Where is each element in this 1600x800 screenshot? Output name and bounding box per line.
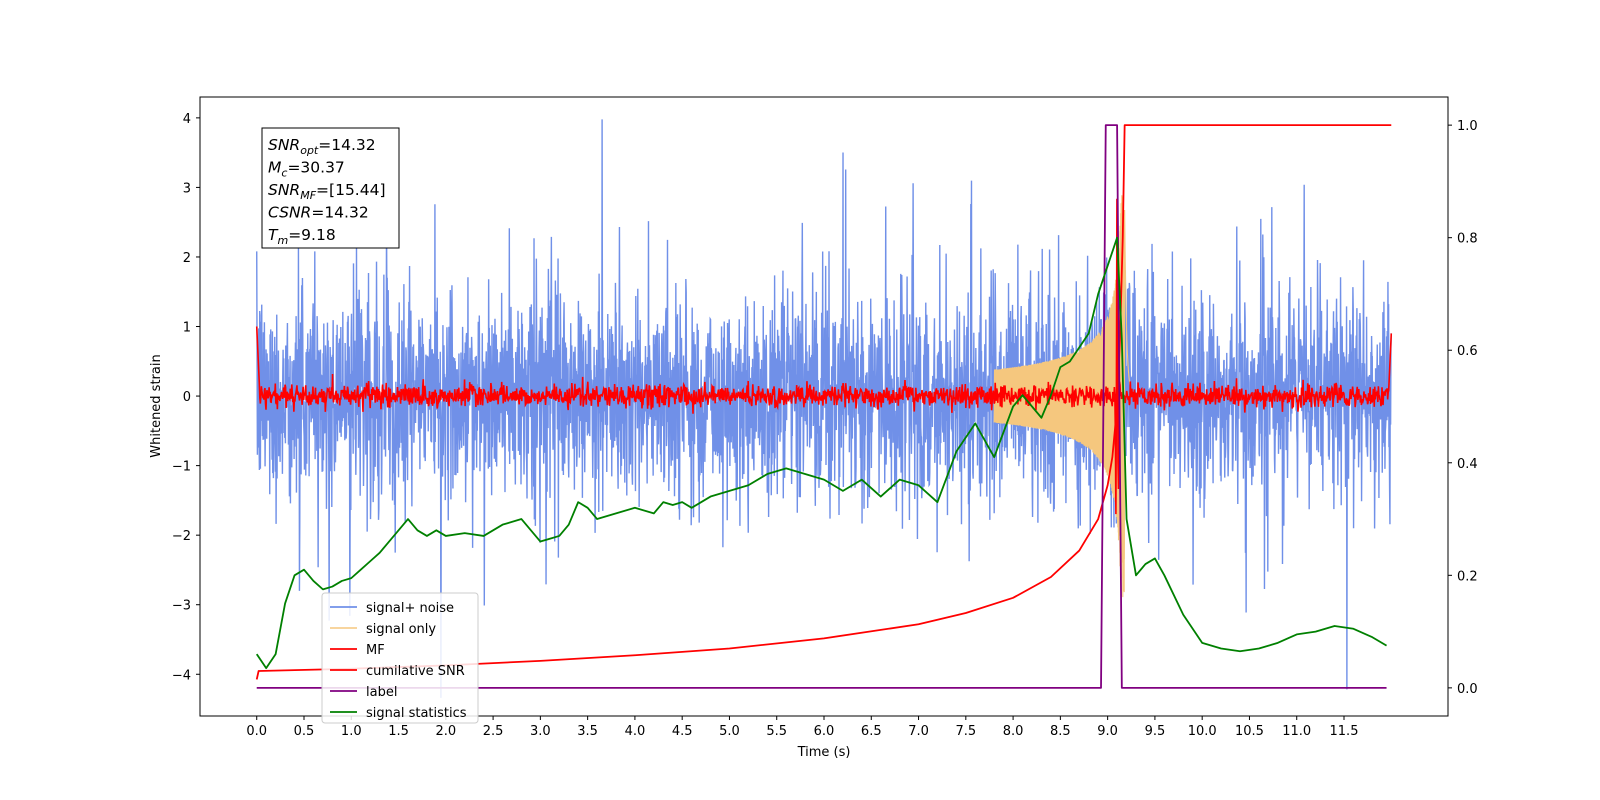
legend-entry: MF: [366, 643, 385, 658]
info-line: SNRMF=[15.44]: [268, 181, 386, 202]
x-tick-label: 5.5: [766, 724, 787, 739]
x-tick-label: 9.5: [1145, 724, 1166, 739]
y-axis-right: 0.0 0.2 0.4 0.6 0.8 1.0: [1448, 119, 1478, 697]
info-line: CSNR=14.32: [268, 204, 369, 222]
y2-tick-label: 0.0: [1457, 682, 1478, 697]
legend-entry: label: [366, 685, 397, 700]
x-tick-label: 7.0: [908, 724, 929, 739]
info-line: Mc=30.37: [268, 159, 345, 180]
legend-entry: signal only: [366, 622, 436, 637]
x-tick-label: 2.0: [435, 724, 456, 739]
y-axis-label: Whitened strain: [149, 354, 164, 457]
x-tick-label: 1.0: [341, 724, 362, 739]
x-axis: 0.0 0.5 1.0 1.5 2.0 2.5 3.0 3.5 4.0 4.5 5.0 5.5 6.0 6…: [246, 716, 1358, 739]
x-tick-label: 3.0: [530, 724, 551, 739]
x-tick-label: 4.5: [672, 724, 693, 739]
x-tick-label: 11.5: [1330, 724, 1359, 739]
y-axis-left: −4 −3 −2 −1 0 1 2 3 4: [172, 112, 200, 683]
x-tick-label: 4.0: [625, 724, 646, 739]
x-tick-label: 3.5: [577, 724, 598, 739]
series-signal-only: [993, 195, 1135, 598]
y2-tick-label: 0.8: [1457, 232, 1478, 247]
y-tick-label: 4: [183, 112, 191, 127]
info-line: Tm=9.18: [268, 226, 336, 247]
legend-entry: cumilative SNR: [366, 664, 465, 679]
y2-tick-label: 0.6: [1457, 344, 1478, 359]
series-signal-statistics: [255, 236, 1388, 670]
x-tick-label: 8.0: [1003, 724, 1024, 739]
y-tick-label: 0: [183, 390, 191, 405]
info-line: SNRopt=14.32: [268, 136, 376, 157]
x-tick-label: 6.0: [814, 724, 835, 739]
x-axis-label: Time (s): [797, 745, 851, 760]
x-tick-label: 10.0: [1188, 724, 1217, 739]
x-tick-label: 0.5: [294, 724, 315, 739]
series-label: [256, 124, 1387, 689]
y-tick-label: −4: [172, 668, 191, 683]
y2-tick-label: 0.2: [1457, 569, 1478, 584]
y2-tick-label: 0.4: [1457, 457, 1478, 472]
x-tick-label: 9.0: [1097, 724, 1118, 739]
y-tick-label: −1: [172, 460, 191, 475]
y-tick-label: −3: [172, 599, 191, 614]
x-tick-label: 6.5: [861, 724, 882, 739]
y-tick-label: 3: [183, 181, 191, 196]
legend: signal+ noise signal only MF cumilative SNR…: [321, 592, 479, 724]
x-tick-label: 1.5: [388, 724, 409, 739]
y2-tick-label: 1.0: [1457, 119, 1478, 134]
y-tick-label: 1: [183, 321, 191, 336]
series-mf: [255, 198, 1393, 515]
x-tick-label: 0.0: [246, 724, 267, 739]
x-tick-label: 8.5: [1050, 724, 1071, 739]
x-tick-label: 7.5: [955, 724, 976, 739]
x-tick-label: 5.0: [719, 724, 740, 739]
x-tick-label: 10.5: [1235, 724, 1264, 739]
info-box-frame: [261, 127, 400, 249]
x-tick-label: 11.0: [1282, 724, 1311, 739]
y-tick-label: 2: [183, 251, 191, 266]
legend-entry: signal statistics: [366, 706, 467, 721]
y-tick-label: −2: [172, 529, 191, 544]
legend-frame: [321, 592, 479, 724]
legend-entry: signal+ noise: [366, 601, 454, 616]
x-tick-label: 2.5: [483, 724, 504, 739]
